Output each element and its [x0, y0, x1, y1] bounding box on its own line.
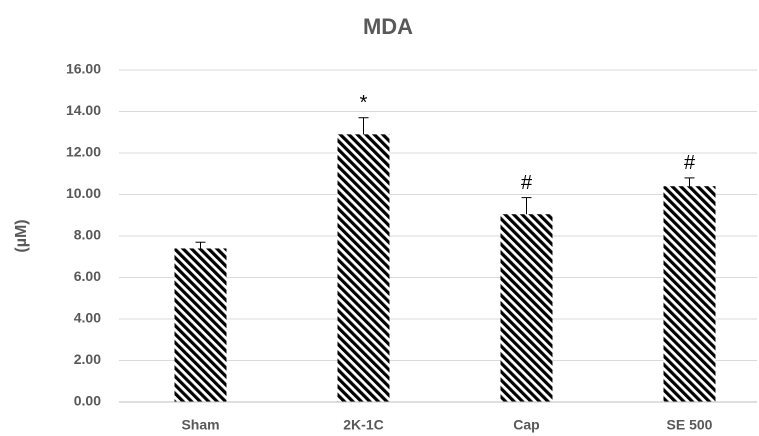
error-bar: [684, 177, 695, 187]
y-tick-label: 4.00: [74, 310, 101, 326]
y-tick-label: 12.00: [66, 144, 101, 160]
x-tick-label: 2K-1C: [343, 417, 383, 433]
y-tick-label: 10.00: [66, 185, 101, 201]
bar: [174, 248, 227, 402]
error-bar: [195, 241, 206, 249]
chart-title: MDA: [363, 14, 413, 39]
x-tick-label: Sham: [181, 417, 219, 433]
y-tick-label: 14.00: [66, 102, 101, 118]
bar: [337, 134, 390, 402]
y-tick-label: 6.00: [74, 268, 101, 284]
bar: [663, 186, 716, 402]
error-bar: [521, 197, 532, 215]
error-bar: [358, 117, 369, 135]
y-tick-label: 16.00: [66, 61, 101, 77]
bar: [500, 214, 553, 402]
x-tick-label: SE 500: [667, 417, 713, 433]
annotation: #: [521, 172, 533, 194]
x-tick-label: Cap: [513, 417, 539, 433]
annotation: *: [360, 92, 368, 114]
y-tick-label: 8.00: [74, 227, 101, 243]
y-tick-label: 0.00: [74, 393, 101, 409]
y-axis-label: (µM): [13, 219, 30, 252]
y-tick-label: 2.00: [74, 351, 101, 367]
annotation: #: [684, 152, 696, 174]
